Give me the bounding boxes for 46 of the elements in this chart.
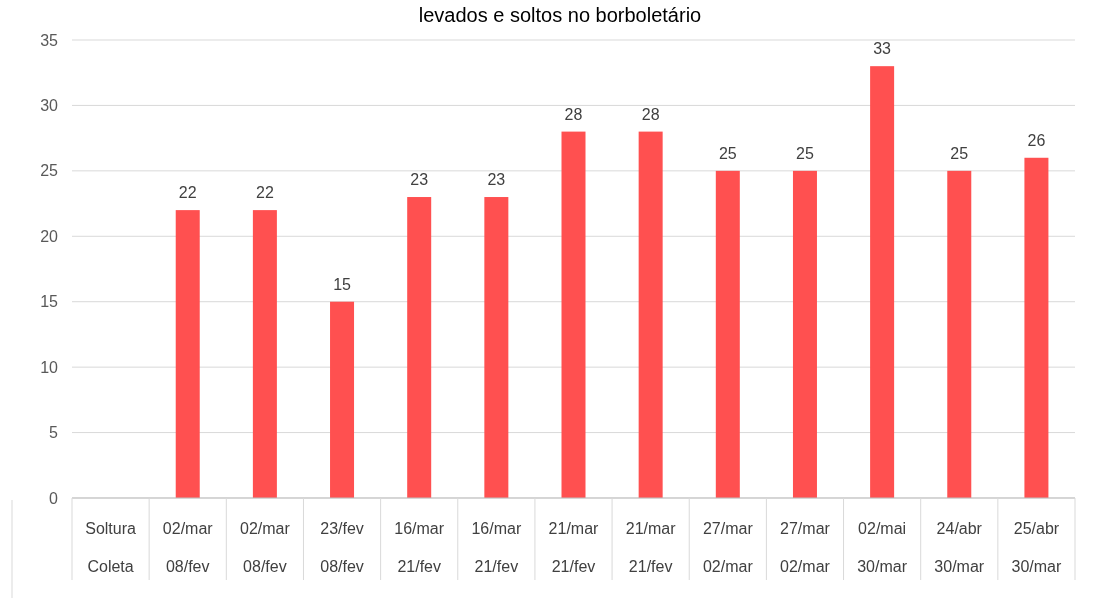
bar xyxy=(792,170,817,498)
bar xyxy=(715,170,740,498)
bar xyxy=(947,170,972,498)
y-tick-label: 5 xyxy=(49,424,59,442)
y-tick-label: 25 xyxy=(40,162,59,180)
data-label: 22 xyxy=(178,184,197,202)
y-tick-label: 30 xyxy=(40,97,59,115)
data-label: 25 xyxy=(796,144,814,162)
data-label: 25 xyxy=(950,144,969,162)
category-label: 23/fev 08/fev xyxy=(320,520,364,575)
bar xyxy=(330,301,355,498)
data-label: 15 xyxy=(333,275,352,293)
y-tick-label: 15 xyxy=(40,293,59,311)
category-label: Soltura Coleta xyxy=(85,520,136,575)
bar xyxy=(175,210,200,498)
chart-title: levados e soltos no borboletário xyxy=(418,4,702,26)
y-tick-label: 10 xyxy=(40,358,59,376)
y-tick-label: 0 xyxy=(49,489,59,507)
bar xyxy=(561,131,586,498)
bar xyxy=(484,197,509,498)
category-label: 25/abr 30/mar xyxy=(1011,520,1062,575)
data-label: 23 xyxy=(410,171,429,189)
category-label: 16/mar 21/fev xyxy=(394,520,445,575)
y-tick-label: 35 xyxy=(40,31,59,49)
data-label: 23 xyxy=(487,171,506,189)
bar xyxy=(252,210,277,498)
data-label: 26 xyxy=(1027,131,1046,149)
bar xyxy=(870,66,895,498)
bar xyxy=(407,197,432,498)
data-label: 22 xyxy=(255,184,274,202)
data-label: 28 xyxy=(641,105,660,123)
category-label: 02/mai 30/mar xyxy=(857,520,908,575)
data-label: 25 xyxy=(718,144,737,162)
category-label: 24/abr 30/mar xyxy=(934,520,985,575)
category-label: 02/mar 08/fev xyxy=(162,520,213,575)
data-label: 33 xyxy=(873,40,892,58)
y-tick-label: 20 xyxy=(40,227,59,245)
bar xyxy=(638,131,663,498)
category-label: 16/mar 21/fev xyxy=(471,520,522,575)
category-label: 21/mar 21/fev xyxy=(625,520,676,575)
category-label: 27/mar 02/mar xyxy=(702,520,753,575)
data-label: 28 xyxy=(564,105,583,123)
category-label: 27/mar 02/mar xyxy=(780,520,830,575)
category-label: 21/mar 21/fev xyxy=(548,520,599,575)
category-label: 02/mar 08/fev xyxy=(239,520,290,575)
bar xyxy=(1024,157,1049,498)
